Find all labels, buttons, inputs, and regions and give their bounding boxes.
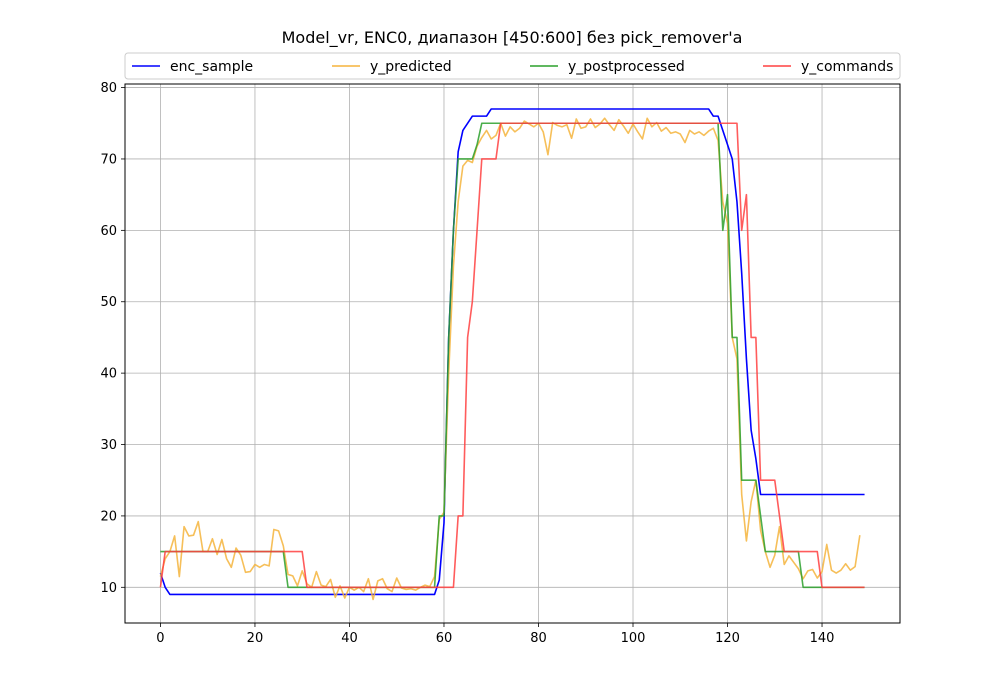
grid — [125, 84, 900, 623]
chart-title: Model_vr, ENC0, диапазон [450:600] без p… — [282, 28, 743, 48]
legend-box — [124, 52, 901, 80]
legend-label-enc-sample: enc_sample — [170, 59, 253, 75]
series-line-y-postprocessed — [160, 122, 865, 589]
x-tick-label: 100 — [621, 631, 646, 646]
y-tick-label: 70 — [100, 152, 117, 167]
x-tick-label: 80 — [530, 631, 547, 646]
y-tick-label: 80 — [100, 81, 117, 96]
y-tick-label: 20 — [100, 509, 117, 524]
y-tick-label: 40 — [100, 367, 117, 382]
y-tick-label: 60 — [100, 224, 117, 239]
x-tick-label: 120 — [715, 631, 740, 646]
legend-label-y-predicted: y_predicted — [370, 59, 452, 75]
y-tick-label: 10 — [100, 581, 117, 596]
y-axis: 10 20 30 40 50 60 70 80 — [100, 81, 125, 596]
x-axis: 0 20 40 60 80 100 120 140 — [156, 623, 834, 646]
legend-label-y-commands: y_commands — [801, 59, 893, 75]
legend-label-y-postprocessed: y_postprocessed — [568, 59, 685, 75]
series-lines — [159, 108, 865, 601]
legend: enc_sample y_predicted y_postprocessed y_co… — [124, 52, 901, 80]
series-line-y-predicted — [159, 117, 861, 601]
series-line-enc-sample — [159, 108, 865, 596]
x-tick-label: 140 — [810, 631, 835, 646]
x-tick-label: 40 — [341, 631, 358, 646]
series-line-y-commands — [159, 122, 865, 589]
y-tick-label: 30 — [100, 438, 117, 453]
x-tick-label: 60 — [436, 631, 453, 646]
y-tick-label: 50 — [100, 295, 117, 310]
x-tick-label: 0 — [156, 631, 164, 646]
plot-frame — [124, 83, 901, 624]
x-tick-label: 20 — [247, 631, 264, 646]
